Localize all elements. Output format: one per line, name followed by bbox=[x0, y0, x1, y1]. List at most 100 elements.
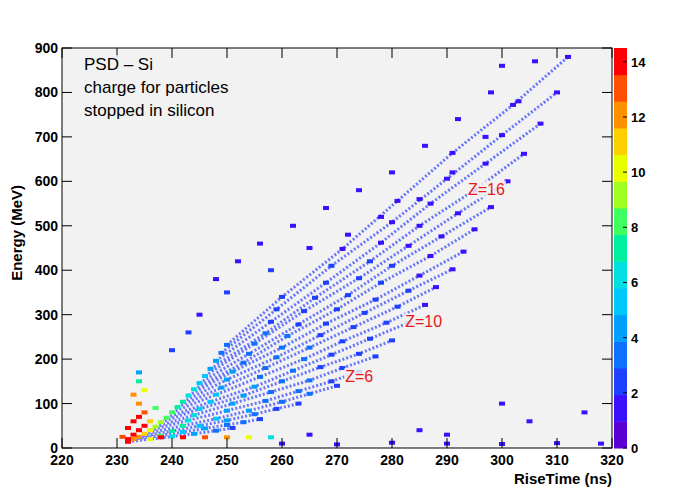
cell bbox=[257, 375, 263, 379]
x-tick bbox=[227, 438, 228, 448]
background bbox=[0, 0, 679, 488]
y-tick-label: 500 bbox=[35, 218, 59, 234]
cell bbox=[351, 325, 357, 329]
cell bbox=[142, 432, 148, 436]
x-tick bbox=[282, 48, 283, 58]
x-tick bbox=[502, 438, 503, 448]
y-tick bbox=[62, 181, 72, 182]
cell bbox=[565, 55, 571, 59]
cell bbox=[252, 412, 258, 416]
cell bbox=[329, 264, 335, 268]
band-line bbox=[128, 428, 233, 442]
cell bbox=[461, 250, 467, 254]
cell bbox=[356, 188, 362, 192]
colorbar-cell bbox=[614, 368, 627, 395]
cell bbox=[318, 333, 324, 337]
cell bbox=[510, 103, 516, 107]
cell bbox=[257, 417, 263, 421]
cell bbox=[433, 285, 439, 289]
cell bbox=[246, 435, 252, 439]
colorbar-tick bbox=[623, 61, 627, 62]
cell bbox=[417, 224, 423, 228]
cell bbox=[301, 357, 307, 361]
cell bbox=[499, 133, 505, 137]
colorbar-label: 4 bbox=[631, 331, 639, 346]
cell bbox=[323, 322, 329, 326]
y-tick bbox=[62, 359, 72, 360]
colorbar-cell bbox=[614, 421, 627, 448]
cell bbox=[257, 242, 263, 246]
cell bbox=[428, 202, 434, 206]
cell bbox=[169, 348, 175, 352]
cell bbox=[224, 290, 230, 294]
cell bbox=[488, 90, 494, 94]
cell bbox=[169, 429, 175, 433]
cell bbox=[301, 309, 307, 313]
cell bbox=[417, 428, 423, 432]
cell bbox=[136, 428, 142, 432]
x-tick-label: 240 bbox=[160, 452, 184, 468]
cell bbox=[268, 435, 274, 439]
x-tick-label: 280 bbox=[380, 452, 404, 468]
cell bbox=[274, 355, 280, 359]
cell bbox=[483, 162, 489, 166]
band-line bbox=[167, 323, 409, 418]
cell bbox=[191, 387, 197, 391]
x-tick bbox=[612, 438, 613, 448]
cell bbox=[450, 151, 456, 155]
cell bbox=[373, 298, 379, 302]
cell bbox=[202, 435, 208, 439]
cell bbox=[136, 435, 142, 439]
colorbar-label: 8 bbox=[631, 220, 638, 235]
cell bbox=[422, 144, 428, 148]
y-tick bbox=[62, 225, 72, 226]
cell bbox=[136, 370, 142, 374]
y-tick bbox=[602, 225, 612, 226]
colorbar-cell bbox=[614, 208, 627, 235]
annotation: stopped in silicon bbox=[84, 101, 214, 120]
cell bbox=[213, 359, 219, 363]
cell bbox=[521, 152, 527, 156]
colorbar-cell bbox=[614, 341, 627, 368]
x-tick bbox=[62, 48, 63, 58]
band-line bbox=[227, 57, 568, 345]
cell bbox=[455, 211, 461, 215]
cell bbox=[444, 433, 450, 437]
cell bbox=[334, 307, 340, 311]
cell bbox=[180, 400, 186, 404]
cell bbox=[197, 381, 203, 385]
cell bbox=[230, 402, 236, 406]
band-line bbox=[222, 92, 558, 353]
colorbar-tick bbox=[623, 282, 627, 283]
cell bbox=[224, 378, 230, 382]
label-patch bbox=[83, 101, 215, 120]
y-tick bbox=[602, 48, 612, 49]
x-axis-title: RiseTime (ns) bbox=[514, 470, 612, 487]
x-tick bbox=[557, 48, 558, 58]
cell bbox=[213, 393, 219, 397]
cell bbox=[208, 400, 214, 404]
cell bbox=[389, 220, 395, 224]
cell bbox=[224, 409, 230, 413]
y-tick-label: 100 bbox=[35, 396, 59, 412]
x-tick bbox=[172, 438, 173, 448]
cell bbox=[307, 346, 313, 350]
cell bbox=[356, 352, 362, 356]
cell bbox=[279, 400, 285, 404]
cell bbox=[417, 274, 423, 278]
cell bbox=[230, 426, 236, 430]
colorbar-cell bbox=[614, 101, 627, 128]
colorbar-tick bbox=[623, 116, 627, 117]
band-line bbox=[145, 386, 338, 434]
band-line bbox=[178, 287, 437, 407]
y-tick bbox=[62, 270, 72, 271]
cell bbox=[499, 64, 505, 68]
cell bbox=[136, 415, 142, 419]
colorbar-cell bbox=[614, 48, 627, 75]
x-tick bbox=[172, 48, 173, 58]
cell bbox=[131, 437, 137, 441]
cell bbox=[389, 264, 395, 268]
colorbar-label: 10 bbox=[631, 165, 645, 180]
label-patch bbox=[404, 313, 443, 330]
cell bbox=[120, 435, 126, 439]
